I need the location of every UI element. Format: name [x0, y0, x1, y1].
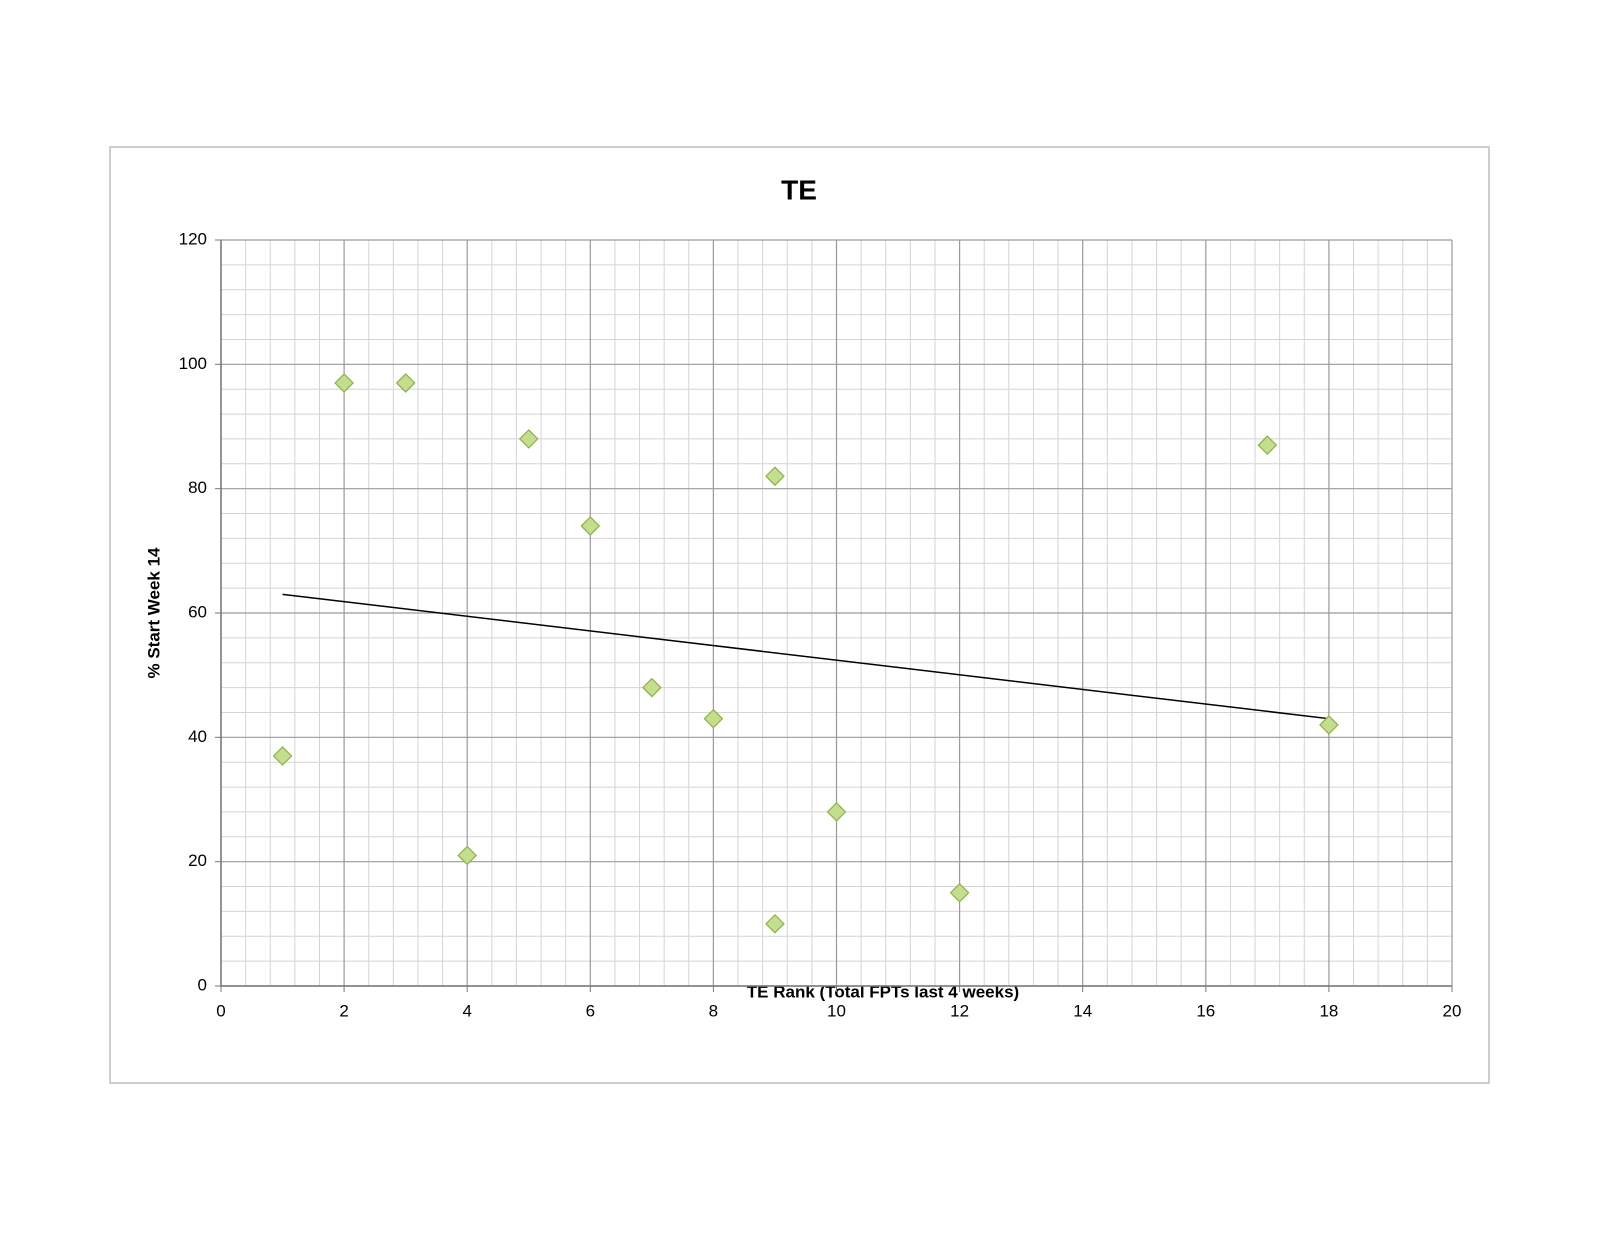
x-tick-label: 20: [1443, 1001, 1462, 1020]
y-tick-label: 80: [188, 478, 207, 497]
point: [949, 882, 970, 903]
y-tick-label: 0: [198, 975, 207, 994]
trendline: [282, 593, 1329, 720]
chart-title: TE: [781, 174, 817, 205]
y-tick-label: 100: [179, 354, 207, 373]
point: [703, 708, 724, 729]
point: [580, 516, 601, 536]
point: [765, 913, 785, 934]
point: [272, 746, 293, 766]
x-tick-label: 4: [462, 1001, 471, 1020]
x-tick-label: 10: [827, 1001, 846, 1020]
x-tick-label: 18: [1319, 1001, 1338, 1020]
x-tick-label: 16: [1196, 1001, 1215, 1020]
point: [334, 373, 354, 393]
y-tick-label: 60: [188, 602, 207, 621]
x-axis-label: TE Rank (Total FPTs last 4 weeks): [747, 982, 1019, 1001]
x-tick-label: 0: [216, 1001, 225, 1020]
y-tick-label: 120: [179, 229, 207, 248]
x-tick-label: 2: [339, 1001, 348, 1020]
chart-frame: [109, 146, 1490, 1084]
point: [457, 845, 478, 866]
y-axis-label: % Start Week 14: [144, 547, 163, 679]
point: [1257, 435, 1278, 455]
point: [642, 677, 662, 698]
point: [765, 466, 785, 487]
x-tick-label: 8: [709, 1001, 718, 1020]
point: [826, 802, 847, 822]
x-tick-label: 12: [950, 1001, 969, 1020]
point: [518, 429, 539, 449]
x-tick-label: 14: [1073, 1001, 1092, 1020]
point: [395, 373, 416, 393]
x-tick-label: 6: [586, 1001, 595, 1020]
y-tick-label: 20: [188, 851, 207, 870]
y-tick-label: 40: [188, 727, 207, 746]
point: [1319, 715, 1339, 735]
